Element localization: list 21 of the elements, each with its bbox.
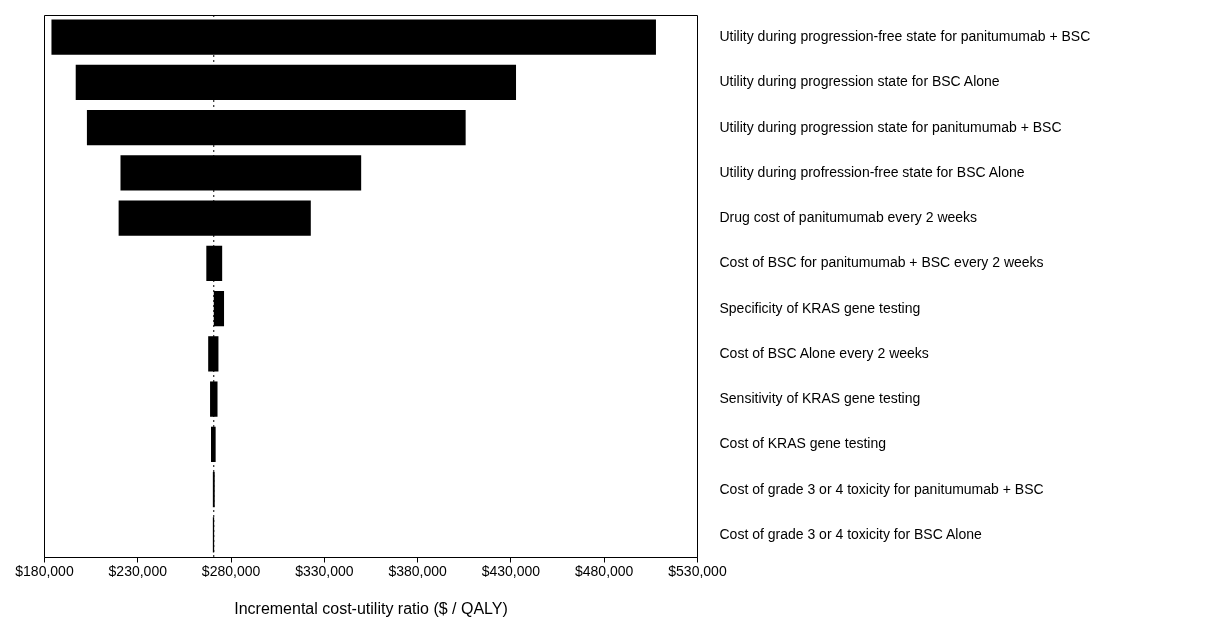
- x-tick-label: $230,000: [108, 562, 168, 579]
- x-tick-label: $180,000: [15, 562, 74, 579]
- y-tick-label: Cost of BSC Alone every 2 weeks: [719, 344, 929, 361]
- y-tick-label: Drug cost of panitumumab every 2 weeks: [719, 209, 978, 226]
- x-tick-label: $330,000: [295, 562, 354, 579]
- x-tick-label: $430,000: [481, 562, 541, 579]
- y-tick-label: Specificity of KRAS gene testing: [719, 299, 921, 316]
- y-tick-label: Cost of grade 3 or 4 toxicity for panitumumab + BSC: [719, 480, 1044, 497]
- x-tick-label: $280,000: [201, 562, 261, 579]
- x-tick-label: $480,000: [575, 562, 634, 579]
- y-tick-label: Cost of BSC for panitumumab + BSC every 2 weeks: [719, 254, 1044, 271]
- y-tick-label: Sensitivity of KRAS gene testing: [719, 390, 921, 407]
- x-tick-label: $530,000: [668, 562, 727, 579]
- y-tick-label: Utility during progression state for BSC Alone: [719, 73, 1000, 90]
- y-tick-label: Utility during progression state for panitumumab + BSC: [719, 118, 1062, 135]
- y-tick-label: Cost of KRAS gene testing: [719, 435, 887, 452]
- y-tick-label: Utility during profression-free state for BSC Alone: [719, 163, 1025, 180]
- x-tick-label: $380,000: [388, 562, 448, 579]
- y-tick-label: Utility during progression-free state for panitumumab + BSC: [719, 28, 1091, 45]
- x-axis-title: Incremental cost-utility ratio ($ / QALY): [234, 599, 508, 617]
- y-tick-label: Cost of grade 3 or 4 toxicity for BSC Alone: [719, 525, 982, 542]
